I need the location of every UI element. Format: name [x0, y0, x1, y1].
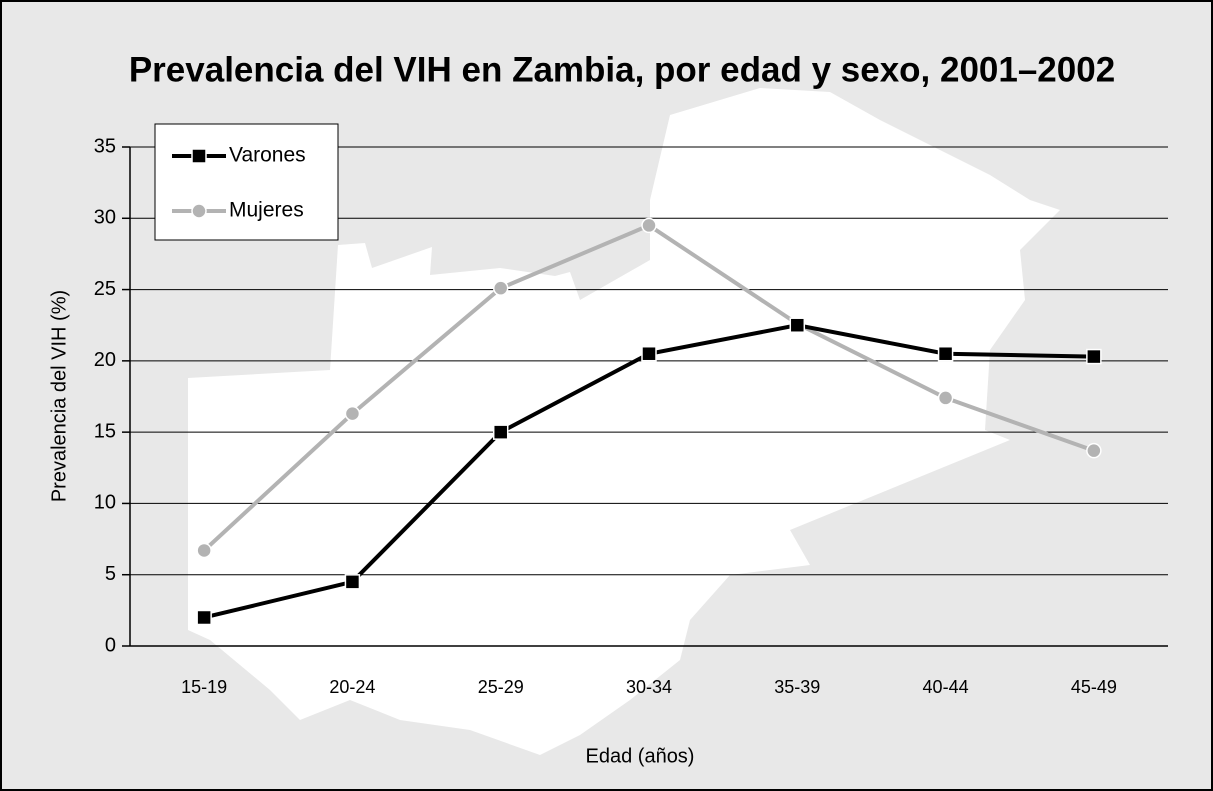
- map-shape: [188, 88, 1060, 755]
- x-tick-label: 45-49: [1071, 677, 1117, 697]
- y-tick-label: 15: [94, 420, 116, 442]
- data-point: [937, 390, 954, 406]
- legend-marker: [191, 203, 207, 219]
- data-point: [937, 345, 954, 362]
- y-tick-label: 20: [94, 349, 116, 371]
- data-point: [641, 217, 657, 234]
- y-axis-label: Prevalencia del VIH (%): [48, 290, 70, 502]
- y-tick-label: 25: [94, 278, 116, 300]
- x-tick-label: 30-34: [626, 677, 672, 697]
- data-point: [344, 405, 361, 422]
- x-tick-label: 15-19: [181, 677, 227, 697]
- y-tick-label: 10: [94, 492, 116, 514]
- y-tick-label: 30: [94, 207, 116, 229]
- legend-label: Mujeres: [229, 199, 304, 222]
- data-point: [492, 424, 509, 440]
- y-tick-label: 35: [94, 135, 116, 157]
- data-point: [1086, 348, 1102, 365]
- data-point: [492, 280, 509, 296]
- x-tick-label: 35-39: [774, 677, 820, 697]
- chart-title: Prevalencia del VIH en Zambia, por edad …: [129, 50, 1115, 89]
- legend-box: [154, 123, 339, 241]
- y-tick-label: 5: [105, 563, 116, 585]
- legend-marker: [191, 148, 207, 164]
- data-point: [196, 609, 212, 626]
- x-tick-label: 25-29: [478, 677, 524, 697]
- legend-label: Varones: [229, 144, 306, 167]
- data-point: [344, 574, 361, 590]
- x-tick-label: 20-24: [329, 677, 375, 697]
- data-point: [1086, 442, 1102, 459]
- y-tick-label: 0: [105, 634, 116, 656]
- data-point: [196, 542, 212, 559]
- x-axis-label: Edad (años): [586, 745, 695, 767]
- data-point: [641, 345, 657, 362]
- x-tick-label: 40-44: [923, 677, 969, 697]
- data-point: [789, 317, 806, 333]
